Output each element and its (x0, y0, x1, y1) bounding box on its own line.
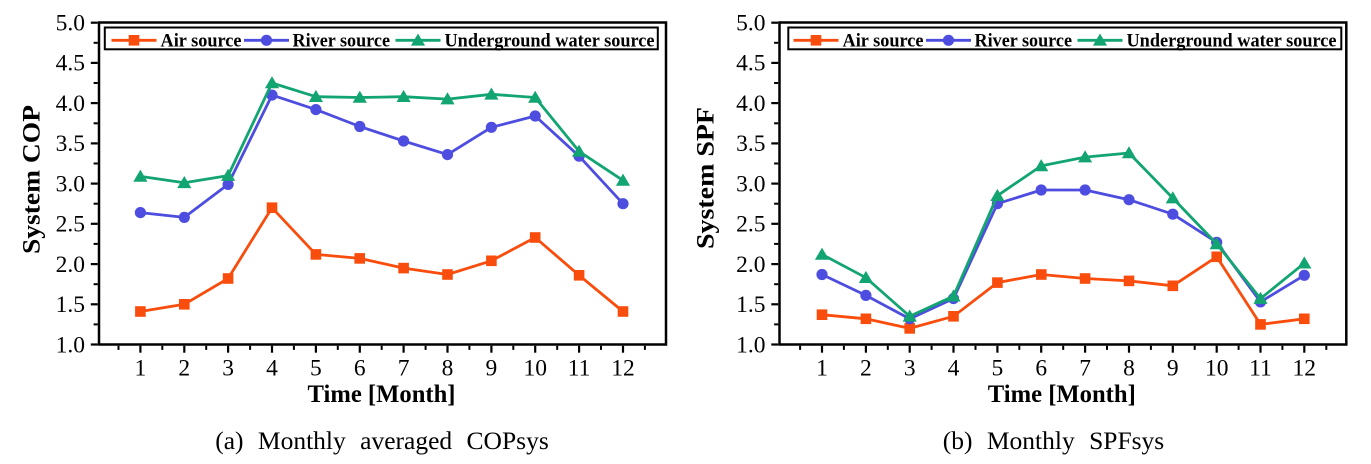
svg-text:Time [Month]: Time [Month] (308, 379, 456, 408)
svg-text:3.0: 3.0 (56, 171, 85, 197)
svg-text:System COP: System COP (17, 105, 46, 254)
svg-text:3.5: 3.5 (736, 131, 765, 157)
svg-text:1.5: 1.5 (736, 292, 765, 318)
svg-text:4.0: 4.0 (56, 91, 85, 117)
svg-text:River source: River source (975, 31, 1073, 51)
svg-text:5: 5 (310, 356, 322, 382)
svg-text:2: 2 (178, 356, 190, 382)
svg-text:10: 10 (1205, 356, 1229, 382)
svg-text:10: 10 (523, 356, 547, 382)
svg-text:(b) Monthly SPFsys: (b) Monthly SPFsys (943, 426, 1164, 455)
svg-text:2: 2 (860, 356, 872, 382)
svg-text:4.5: 4.5 (736, 51, 765, 77)
svg-text:12: 12 (1293, 356, 1317, 382)
svg-text:(a) Monthly averaged COPsys: (a) Monthly averaged COPsys (215, 426, 549, 455)
svg-text:1: 1 (816, 356, 828, 382)
svg-text:6: 6 (354, 356, 366, 382)
svg-text:8: 8 (442, 356, 454, 382)
svg-text:2.0: 2.0 (736, 252, 765, 278)
svg-text:Air source: Air source (161, 31, 242, 51)
svg-text:2.5: 2.5 (736, 212, 765, 238)
svg-text:Air source: Air source (843, 31, 924, 51)
svg-text:System SPF: System SPF (691, 107, 720, 249)
svg-text:6: 6 (1035, 356, 1047, 382)
svg-text:1.0: 1.0 (736, 332, 765, 358)
svg-text:River source: River source (293, 31, 391, 51)
svg-text:4.0: 4.0 (736, 91, 765, 117)
svg-text:11: 11 (1249, 356, 1272, 382)
svg-text:8: 8 (1123, 356, 1135, 382)
svg-text:1: 1 (135, 356, 147, 382)
svg-text:2.0: 2.0 (56, 252, 85, 278)
svg-text:Underground water source: Underground water source (445, 31, 655, 51)
svg-text:9: 9 (1167, 356, 1179, 382)
svg-text:7: 7 (398, 356, 410, 382)
svg-text:3.5: 3.5 (56, 131, 85, 157)
svg-text:4: 4 (266, 356, 278, 382)
svg-text:5: 5 (992, 356, 1004, 382)
svg-text:3.0: 3.0 (736, 171, 765, 197)
svg-text:4: 4 (948, 356, 960, 382)
svg-text:3: 3 (222, 356, 234, 382)
svg-text:1.5: 1.5 (56, 292, 85, 318)
svg-text:Time [Month]: Time [Month] (988, 379, 1136, 408)
svg-text:9: 9 (486, 356, 498, 382)
svg-text:3: 3 (904, 356, 916, 382)
svg-text:2.5: 2.5 (56, 212, 85, 238)
svg-text:4.5: 4.5 (56, 51, 85, 77)
svg-text:5.0: 5.0 (736, 11, 765, 37)
svg-text:7: 7 (1079, 356, 1091, 382)
svg-text:12: 12 (611, 356, 635, 382)
svg-text:5.0: 5.0 (56, 11, 85, 37)
svg-text:1.0: 1.0 (56, 332, 85, 358)
svg-text:11: 11 (568, 356, 591, 382)
svg-text:Underground water source: Underground water source (1127, 31, 1337, 51)
